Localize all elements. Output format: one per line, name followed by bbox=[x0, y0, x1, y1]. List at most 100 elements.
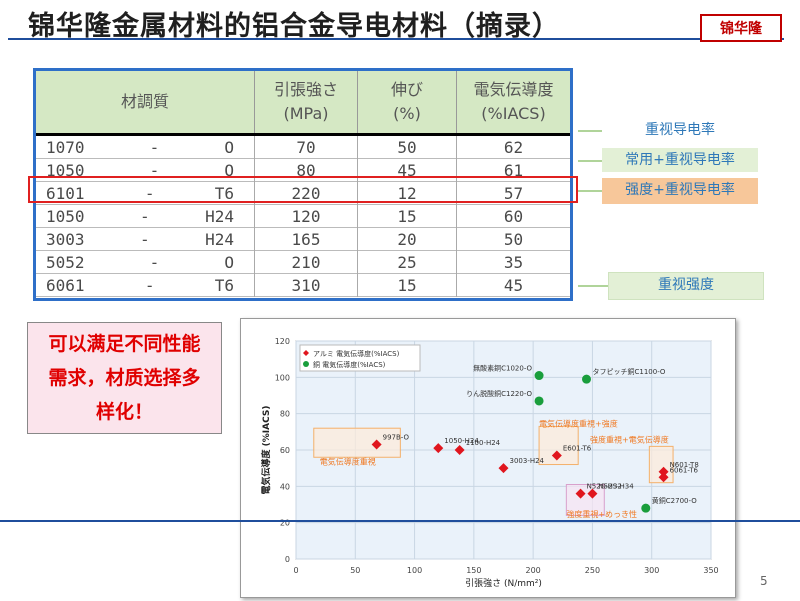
legend-marker bbox=[303, 350, 309, 356]
cell-temper: O bbox=[224, 137, 234, 157]
x-tick-label: 250 bbox=[585, 566, 600, 575]
cell-elongation: 25 bbox=[357, 250, 457, 274]
cell-temper: O bbox=[224, 160, 234, 180]
cell-alloy: 5052 bbox=[46, 252, 85, 272]
header-material-label: 材調質 bbox=[120, 92, 169, 111]
cell-elongation: 45 bbox=[357, 158, 457, 182]
cell-material: 1050 - H24 bbox=[36, 205, 255, 228]
header-elongation-unit: (%) bbox=[393, 104, 421, 123]
cell-dash: - bbox=[144, 183, 155, 203]
cell-alloy: 1050 bbox=[46, 206, 85, 226]
header-conductivity-label: 電気伝導度 bbox=[473, 80, 554, 99]
y-tick-label: 60 bbox=[280, 446, 290, 455]
point-label: りん脱酸銅C1220-O bbox=[466, 389, 532, 398]
table-row: 6101 - T6 220 12 57 bbox=[36, 181, 570, 205]
cell-strength: 220 bbox=[254, 181, 358, 205]
cell-dash: - bbox=[149, 160, 160, 180]
aluminum-point bbox=[575, 488, 586, 499]
cell-strength: 70 bbox=[254, 134, 358, 159]
note-line-1: 可以满足不同性能 bbox=[48, 333, 201, 355]
annotation-box bbox=[313, 427, 401, 458]
callout-note: 可以满足不同性能 需求，材质选择多 样化！ bbox=[27, 322, 222, 434]
x-tick-label: 100 bbox=[407, 566, 422, 575]
annotation-label: 強度重視+めっき性 bbox=[566, 509, 637, 519]
cell-temper: T6 bbox=[214, 183, 234, 203]
scatter-chart: 0 50 100 150 200 250 300 350 0 20 40 60 80 100 120 引張強さ… bbox=[260, 337, 719, 589]
point-label: タフピッチ銅C1100-O bbox=[593, 367, 666, 376]
cell-strength: 310 bbox=[254, 273, 358, 297]
cell-alloy: 6061 bbox=[46, 275, 85, 295]
legend-box bbox=[299, 344, 421, 372]
note-line-2: 需求，材质选择多 bbox=[48, 367, 201, 389]
cell-dash: - bbox=[139, 206, 150, 226]
cell-material: 5052 - O bbox=[36, 251, 255, 274]
header-strength: 引張強さ (MPa) bbox=[254, 71, 358, 135]
scatter-chart-frame: 0 50 100 150 200 250 300 350 0 20 40 60 80 100 120 引張強さ… bbox=[240, 318, 736, 598]
table-row: 1070 - O 70 50 62 bbox=[36, 134, 570, 159]
cell-elongation: 15 bbox=[357, 204, 457, 228]
header-conductivity: 電気伝導度 (%IACS) bbox=[456, 71, 570, 135]
aluminum-point bbox=[658, 472, 669, 483]
aluminum-point bbox=[587, 488, 598, 499]
cell-material: 6101 - T6 bbox=[36, 182, 255, 205]
company-logo: 锦华隆 bbox=[700, 14, 782, 42]
cell-temper: H24 bbox=[205, 229, 234, 249]
legend-label: アルミ 電気伝導度(%IACS) bbox=[313, 349, 400, 358]
annotation-label: 電気伝導度重視 bbox=[320, 457, 376, 467]
cell-strength: 210 bbox=[254, 250, 358, 274]
cell-temper: O bbox=[224, 252, 234, 272]
y-axis-label: 電気伝導度 (%IACS) bbox=[260, 406, 272, 495]
point-label: N52S-H32 bbox=[587, 483, 622, 491]
cell-material: 6061 - T6 bbox=[36, 274, 255, 297]
point-label: N601-T8 bbox=[670, 461, 699, 469]
point-label: 3003-H24 bbox=[510, 457, 545, 465]
copper-point bbox=[641, 503, 651, 513]
table-row: 3003 - H24 165 20 50 bbox=[36, 227, 570, 251]
cell-material: 1070 - O bbox=[36, 135, 255, 159]
cell-elongation: 12 bbox=[357, 181, 457, 205]
x-tick-label: 0 bbox=[293, 566, 298, 575]
y-tick-label: 80 bbox=[280, 410, 290, 419]
tag-strength-connector bbox=[578, 190, 602, 192]
table-row: 1050 - O 80 45 61 bbox=[36, 158, 570, 182]
table-row: 5052 - O 210 25 35 bbox=[36, 250, 570, 274]
page-number: 5 bbox=[760, 574, 768, 588]
point-label: 1100-H24 bbox=[466, 439, 501, 447]
cell-conductivity: 50 bbox=[456, 227, 570, 251]
point-label: N52S-H34 bbox=[598, 483, 634, 491]
alloy-properties-table: 材調質 引張強さ (MPa) 伸び (%) 電気伝導度 (%IACS) 1070- O 7… bbox=[33, 68, 573, 301]
cell-dash: - bbox=[144, 275, 155, 295]
header-strength-unit: (MPa) bbox=[283, 104, 329, 123]
cell-conductivity: 60 bbox=[456, 204, 570, 228]
note-line-3: 样化！ bbox=[95, 401, 153, 423]
slide-title: 锦华隆金属材料的铝合金导电材料（摘录） bbox=[28, 11, 560, 42]
cell-dash: - bbox=[139, 229, 150, 249]
annotation-box bbox=[565, 484, 605, 516]
cell-elongation: 20 bbox=[357, 227, 457, 251]
table-row: 6061 - T6 310 15 45 bbox=[36, 273, 570, 297]
tag-conductivity: 重视导电率 bbox=[602, 118, 758, 142]
cell-conductivity: 62 bbox=[456, 134, 570, 159]
annotation-box bbox=[648, 445, 674, 484]
cell-alloy: 6101 bbox=[46, 183, 85, 203]
cell-dash: - bbox=[149, 252, 160, 272]
aluminum-point bbox=[498, 463, 509, 474]
x-tick-label: 50 bbox=[350, 566, 360, 575]
x-tick-label: 350 bbox=[703, 566, 718, 575]
y-tick-label: 100 bbox=[275, 373, 290, 382]
x-tick-label: 150 bbox=[466, 566, 481, 575]
x-axis-label: 引張強さ (N/mm²) bbox=[465, 577, 542, 589]
point-label: 997B-O bbox=[383, 434, 410, 442]
cell-alloy: 1070 bbox=[46, 137, 85, 157]
copper-point bbox=[582, 374, 591, 384]
aluminum-point bbox=[371, 439, 382, 450]
copper-point bbox=[534, 396, 544, 406]
header-elongation: 伸び (%) bbox=[357, 71, 457, 135]
y-tick-label: 0 bbox=[285, 555, 290, 564]
aluminum-point bbox=[454, 445, 465, 455]
aluminum-point bbox=[551, 450, 562, 461]
header-strength-label: 引張強さ bbox=[273, 80, 338, 99]
legend-label: 銅 電気伝導度(%IACS) bbox=[313, 360, 386, 369]
header-conductivity-unit: (%IACS) bbox=[481, 104, 546, 123]
y-tick-label: 120 bbox=[275, 337, 290, 346]
